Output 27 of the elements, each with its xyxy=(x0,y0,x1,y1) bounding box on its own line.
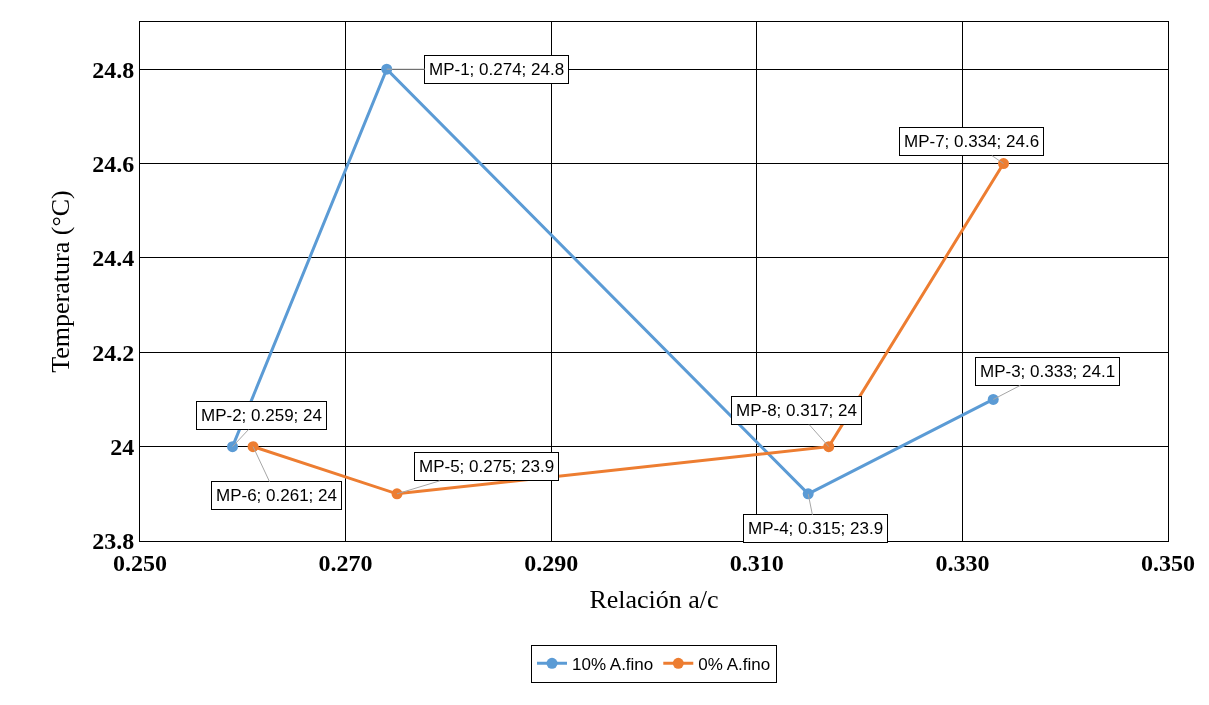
point xyxy=(227,441,239,453)
y-tick-label: 24 xyxy=(110,434,135,461)
y-tick-label: 24.4 xyxy=(92,245,135,272)
y-tick-label: 24.2 xyxy=(92,339,135,366)
data-label: MP-2; 0.259; 24 xyxy=(201,406,322,425)
x-tick-label: 0.270 xyxy=(318,549,373,576)
point xyxy=(987,393,999,405)
y-tick-label: 24.6 xyxy=(92,150,135,177)
data-label: MP-3; 0.333; 24.1 xyxy=(980,362,1116,381)
point xyxy=(823,441,835,453)
point xyxy=(381,63,393,75)
data-label: MP-4; 0.315; 23.9 xyxy=(748,519,884,538)
legend-label: 0% A.fino xyxy=(698,654,771,674)
x-axis-title: Relación a/c xyxy=(589,585,719,615)
x-tick-label: 0.290 xyxy=(524,549,579,576)
data-label: MP-8; 0.317; 24 xyxy=(736,401,857,420)
y-tick-label: 24.8 xyxy=(92,56,135,83)
legend-label: 10% A.fino xyxy=(572,654,654,674)
data-label: MP-1; 0.274; 24.8 xyxy=(429,60,565,79)
point xyxy=(998,158,1010,170)
y-axis-title: Temperatura (°C) xyxy=(45,190,75,373)
x-tick-label: 0.330 xyxy=(935,549,990,576)
data-label: MP-6; 0.261; 24 xyxy=(216,486,337,505)
data-label: MP-7; 0.334; 24.6 xyxy=(904,132,1040,151)
x-tick-label: 0.350 xyxy=(1141,549,1195,576)
x-tick-label: 0.310 xyxy=(729,549,784,576)
data-label: MP-5; 0.275; 23.9 xyxy=(419,457,555,476)
